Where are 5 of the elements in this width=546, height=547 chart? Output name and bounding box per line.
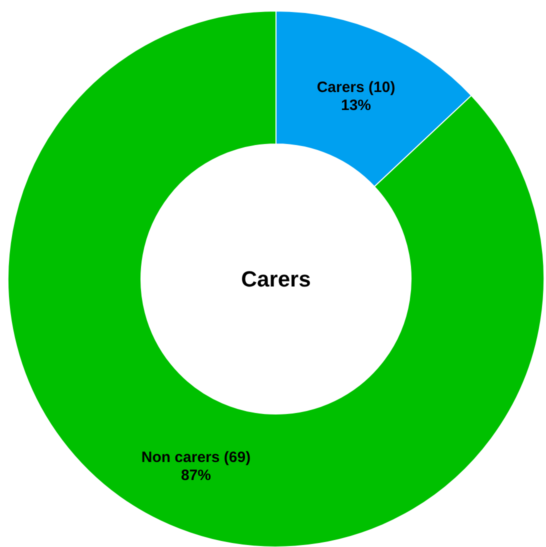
slice-label: Carers (10) [316,79,396,96]
text: Carers [241,266,311,292]
data-label: 87% [180,466,211,484]
slice-label: Non carers (69) [141,448,251,466]
data-label: 13% [341,97,372,114]
